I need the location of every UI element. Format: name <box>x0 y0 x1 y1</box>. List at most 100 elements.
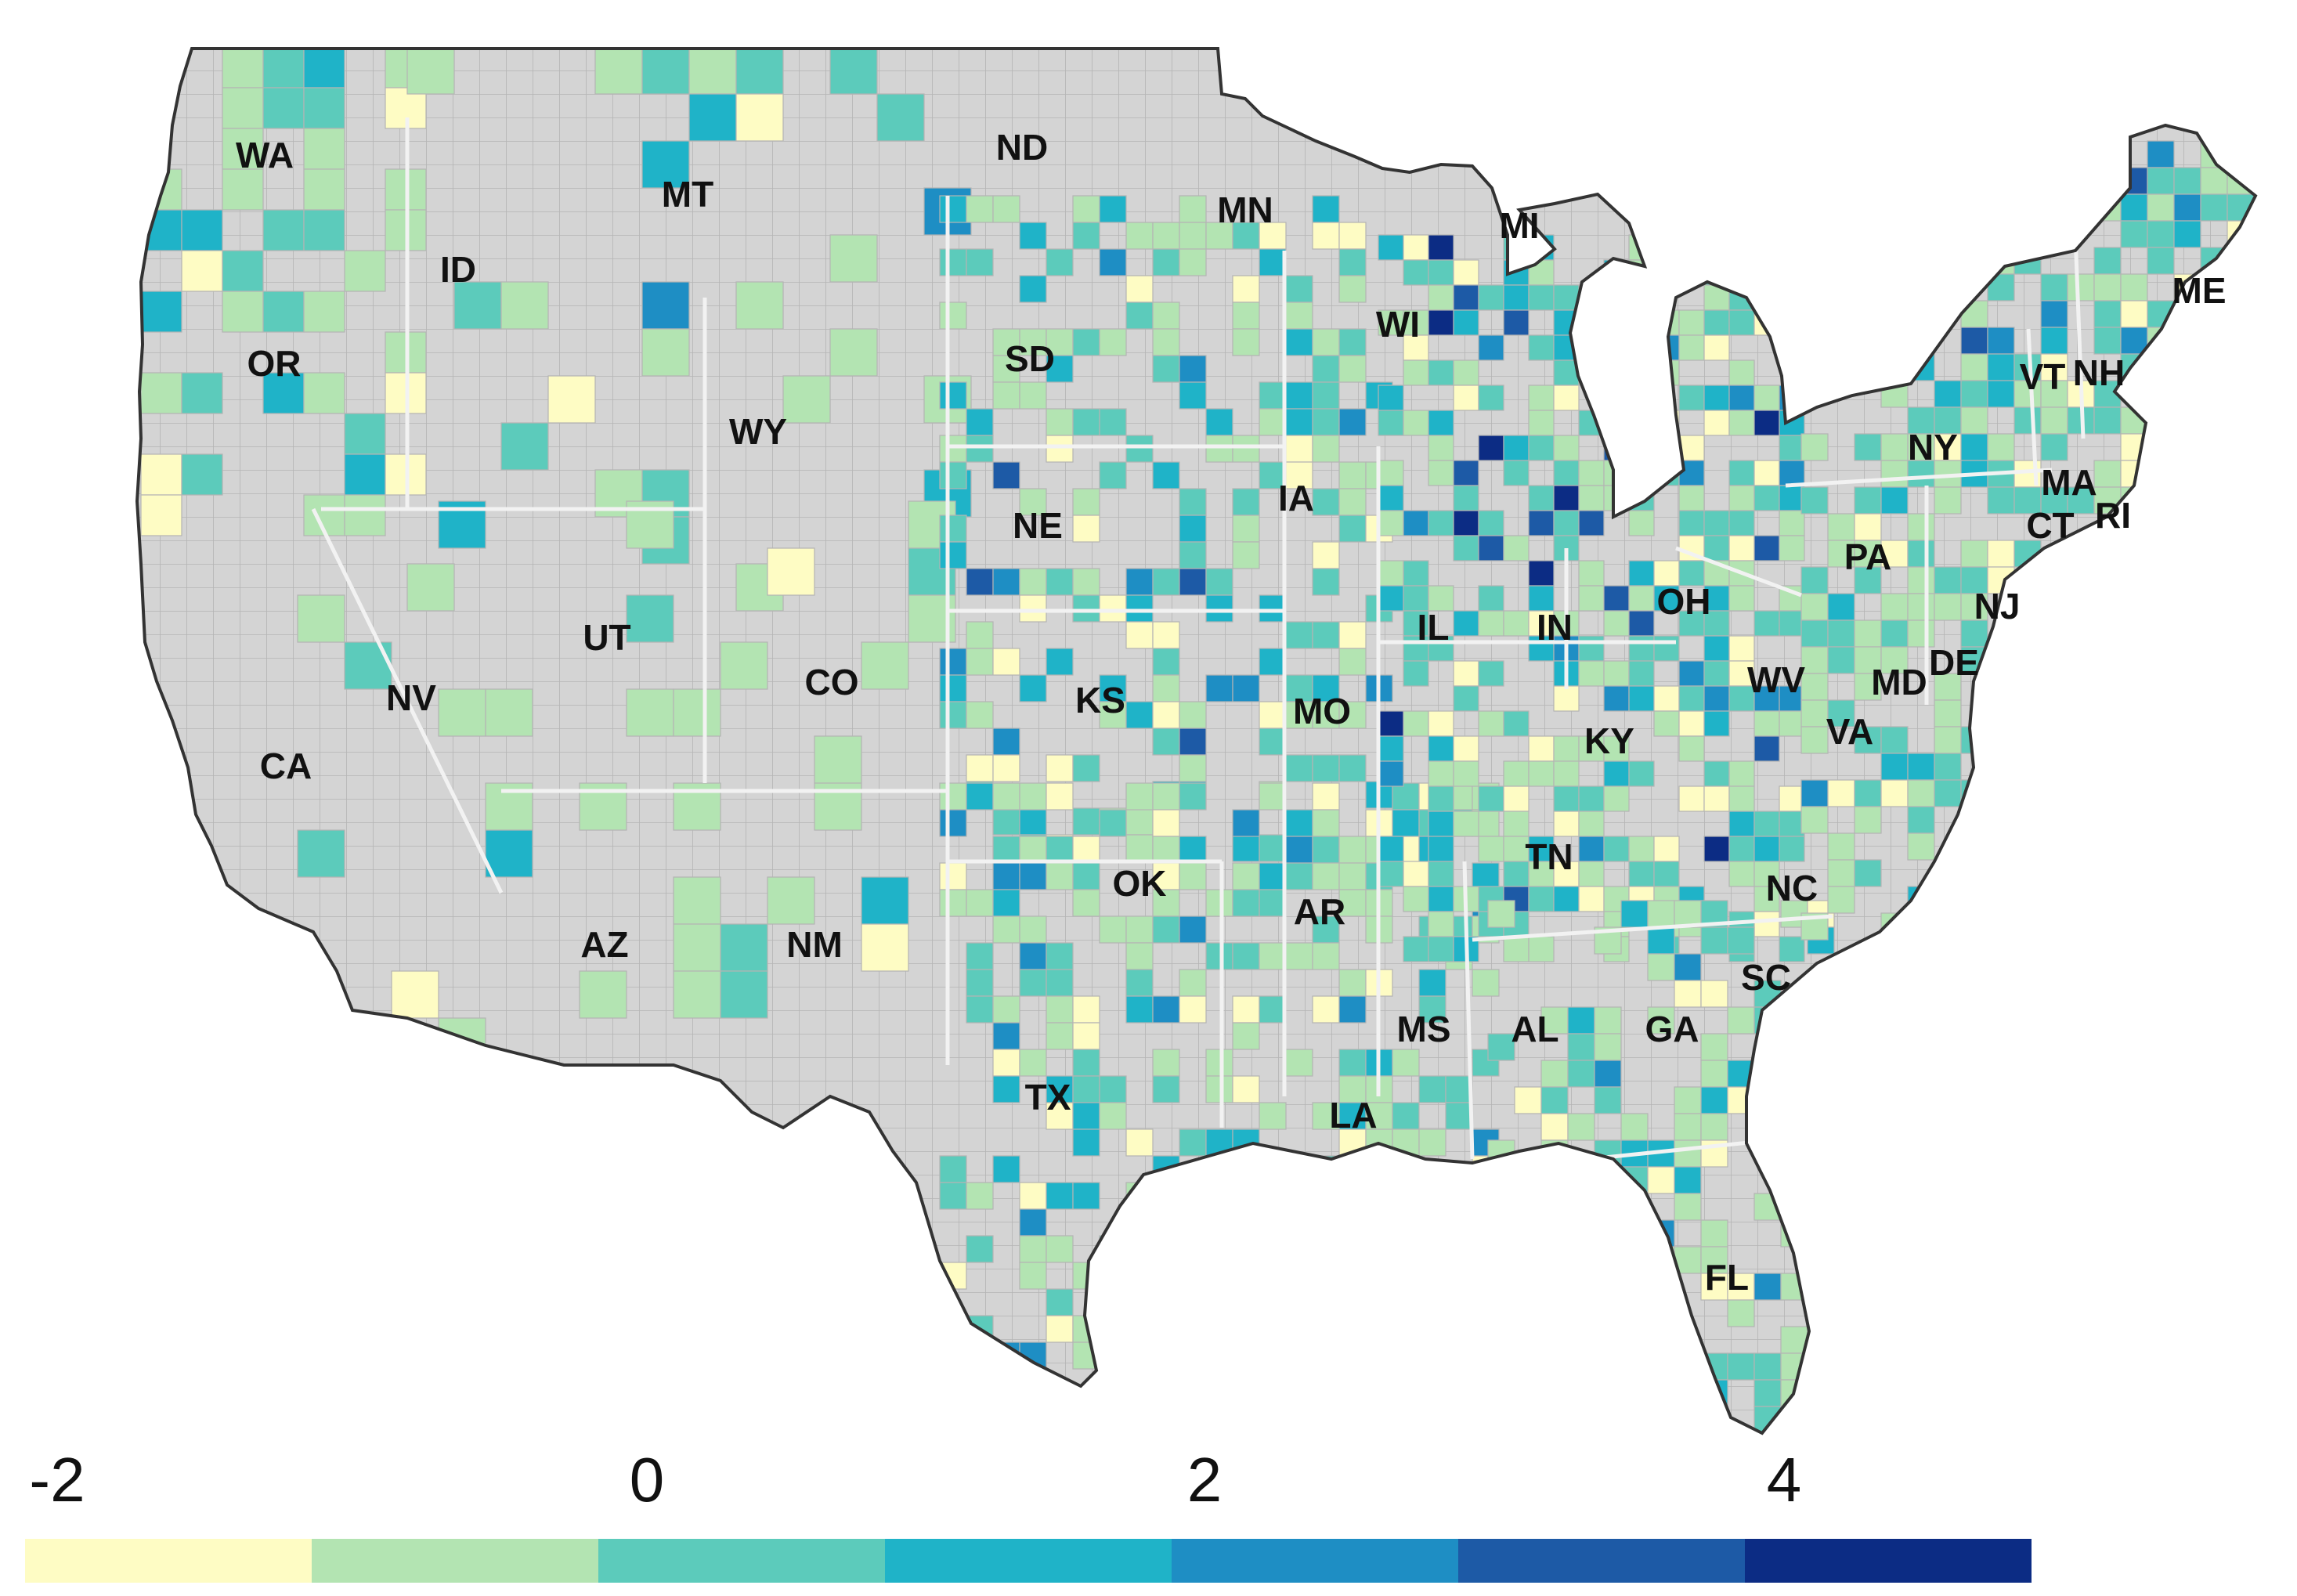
county-cell <box>966 889 994 917</box>
county-cell <box>1678 560 1705 587</box>
county-cell <box>1603 385 1630 411</box>
county-cell <box>2200 726 2228 754</box>
legend-tick-label: -2 <box>29 1445 85 1515</box>
county-cell <box>1653 234 1680 261</box>
county-cell <box>2040 167 2068 195</box>
county-cell <box>1478 385 1504 411</box>
legend-tick-label: 0 <box>629 1445 665 1515</box>
county-cell <box>2120 593 2148 621</box>
county-cell <box>1503 309 1530 336</box>
county-cell <box>1403 234 1429 261</box>
county-cell <box>2173 433 2201 461</box>
county-cell <box>2067 140 2095 168</box>
county-cell <box>2067 779 2095 807</box>
county-cell <box>438 688 486 737</box>
county-cell <box>1019 807 1047 836</box>
county-cell <box>1703 635 1730 662</box>
county-cell <box>1019 862 1047 890</box>
county-cell <box>861 876 909 925</box>
county-cell <box>2040 779 2068 807</box>
county-cell <box>1753 1352 1782 1381</box>
county-cell <box>966 568 994 596</box>
county-cell <box>1827 619 1855 648</box>
county-cell <box>1907 167 1935 195</box>
county-cell <box>1578 585 1605 612</box>
county-cell <box>303 49 345 88</box>
county-cell <box>1674 1352 1702 1381</box>
county-cell <box>1453 735 1479 762</box>
county-cell <box>1285 621 1313 649</box>
county-cell <box>1378 735 1404 762</box>
state-label: MS <box>1397 1009 1451 1049</box>
county-cell <box>1428 735 1454 762</box>
county-cell <box>1647 926 1675 955</box>
county-cell <box>1179 381 1207 410</box>
county-cell <box>1800 646 1829 674</box>
county-cell <box>1179 1208 1207 1237</box>
county-cell <box>1603 610 1630 637</box>
county-cell <box>1453 811 1479 837</box>
county-cell <box>1378 234 1404 261</box>
county-cell <box>1703 710 1730 737</box>
state-label: MO <box>1293 691 1351 731</box>
state-label: CA <box>260 746 312 786</box>
county-cell <box>2253 193 2255 222</box>
county-cell <box>1285 408 1313 436</box>
county-cell <box>688 93 737 142</box>
county-cell <box>1403 585 1429 612</box>
county-cell <box>1514 1193 1542 1221</box>
county-cell <box>2120 806 2148 834</box>
county-cell <box>1378 710 1404 737</box>
county-cell <box>2147 832 2175 861</box>
county-cell <box>1046 1182 1074 1210</box>
county-cell <box>1285 754 1313 782</box>
county-cell <box>1854 566 1882 594</box>
county-cell <box>2067 193 2095 222</box>
county-cell <box>1628 309 1655 336</box>
county-cell <box>1487 900 1515 928</box>
county-cell <box>1125 568 1154 596</box>
county-cell <box>1578 334 1605 361</box>
county-cell <box>2147 406 2175 435</box>
county-cell <box>1653 334 1680 361</box>
county-cell <box>1418 1182 1446 1210</box>
county-cell <box>1428 886 1454 912</box>
county-cell <box>181 250 223 292</box>
county-cell <box>2013 167 2042 195</box>
county-cell <box>1232 809 1260 837</box>
state-label: NV <box>386 677 436 718</box>
county-cell <box>2200 859 2228 887</box>
county-cell <box>1125 1262 1154 1290</box>
county-cell <box>992 754 1020 782</box>
county-cell <box>1179 701 1207 729</box>
county-cell <box>1800 619 1829 648</box>
county-cell <box>1753 1113 1782 1141</box>
county-cell <box>1046 328 1074 356</box>
county-cell <box>1205 568 1233 596</box>
county-cell <box>1365 1235 1393 1263</box>
county-cell <box>2093 406 2122 435</box>
county-cell <box>1378 385 1404 411</box>
county-cell <box>1418 1341 1446 1370</box>
county-cell <box>1487 1352 1515 1381</box>
county-cell <box>1232 302 1260 330</box>
county-cell <box>992 889 1020 917</box>
county-cell <box>1125 969 1154 997</box>
county-cell <box>1179 1288 1207 1316</box>
county-cell <box>1827 220 1855 248</box>
county-cell <box>1753 1379 1782 1407</box>
county-cell <box>1653 710 1680 737</box>
county-cell <box>992 728 1020 756</box>
county-cell <box>1312 1208 1340 1237</box>
county-cell <box>1678 735 1705 762</box>
county-cell <box>1553 435 1580 461</box>
county-cell <box>1125 1341 1154 1370</box>
county-cell <box>1703 334 1730 361</box>
county-cell <box>1232 541 1260 569</box>
state-label: TX <box>1025 1077 1071 1118</box>
county-cell <box>1428 811 1454 837</box>
county-cell <box>2227 273 2255 302</box>
county-cell <box>2253 140 2255 168</box>
county-cell <box>1152 728 1180 756</box>
county-cell <box>1854 327 1882 355</box>
